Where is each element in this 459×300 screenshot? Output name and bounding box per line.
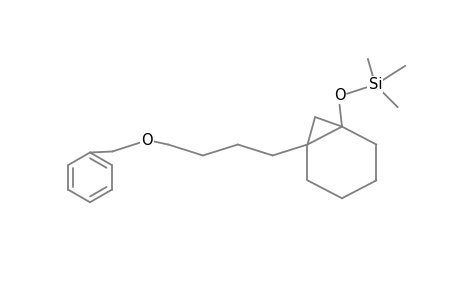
Text: Si: Si	[368, 77, 381, 92]
Text: O: O	[141, 133, 153, 148]
Text: O: O	[333, 88, 345, 103]
